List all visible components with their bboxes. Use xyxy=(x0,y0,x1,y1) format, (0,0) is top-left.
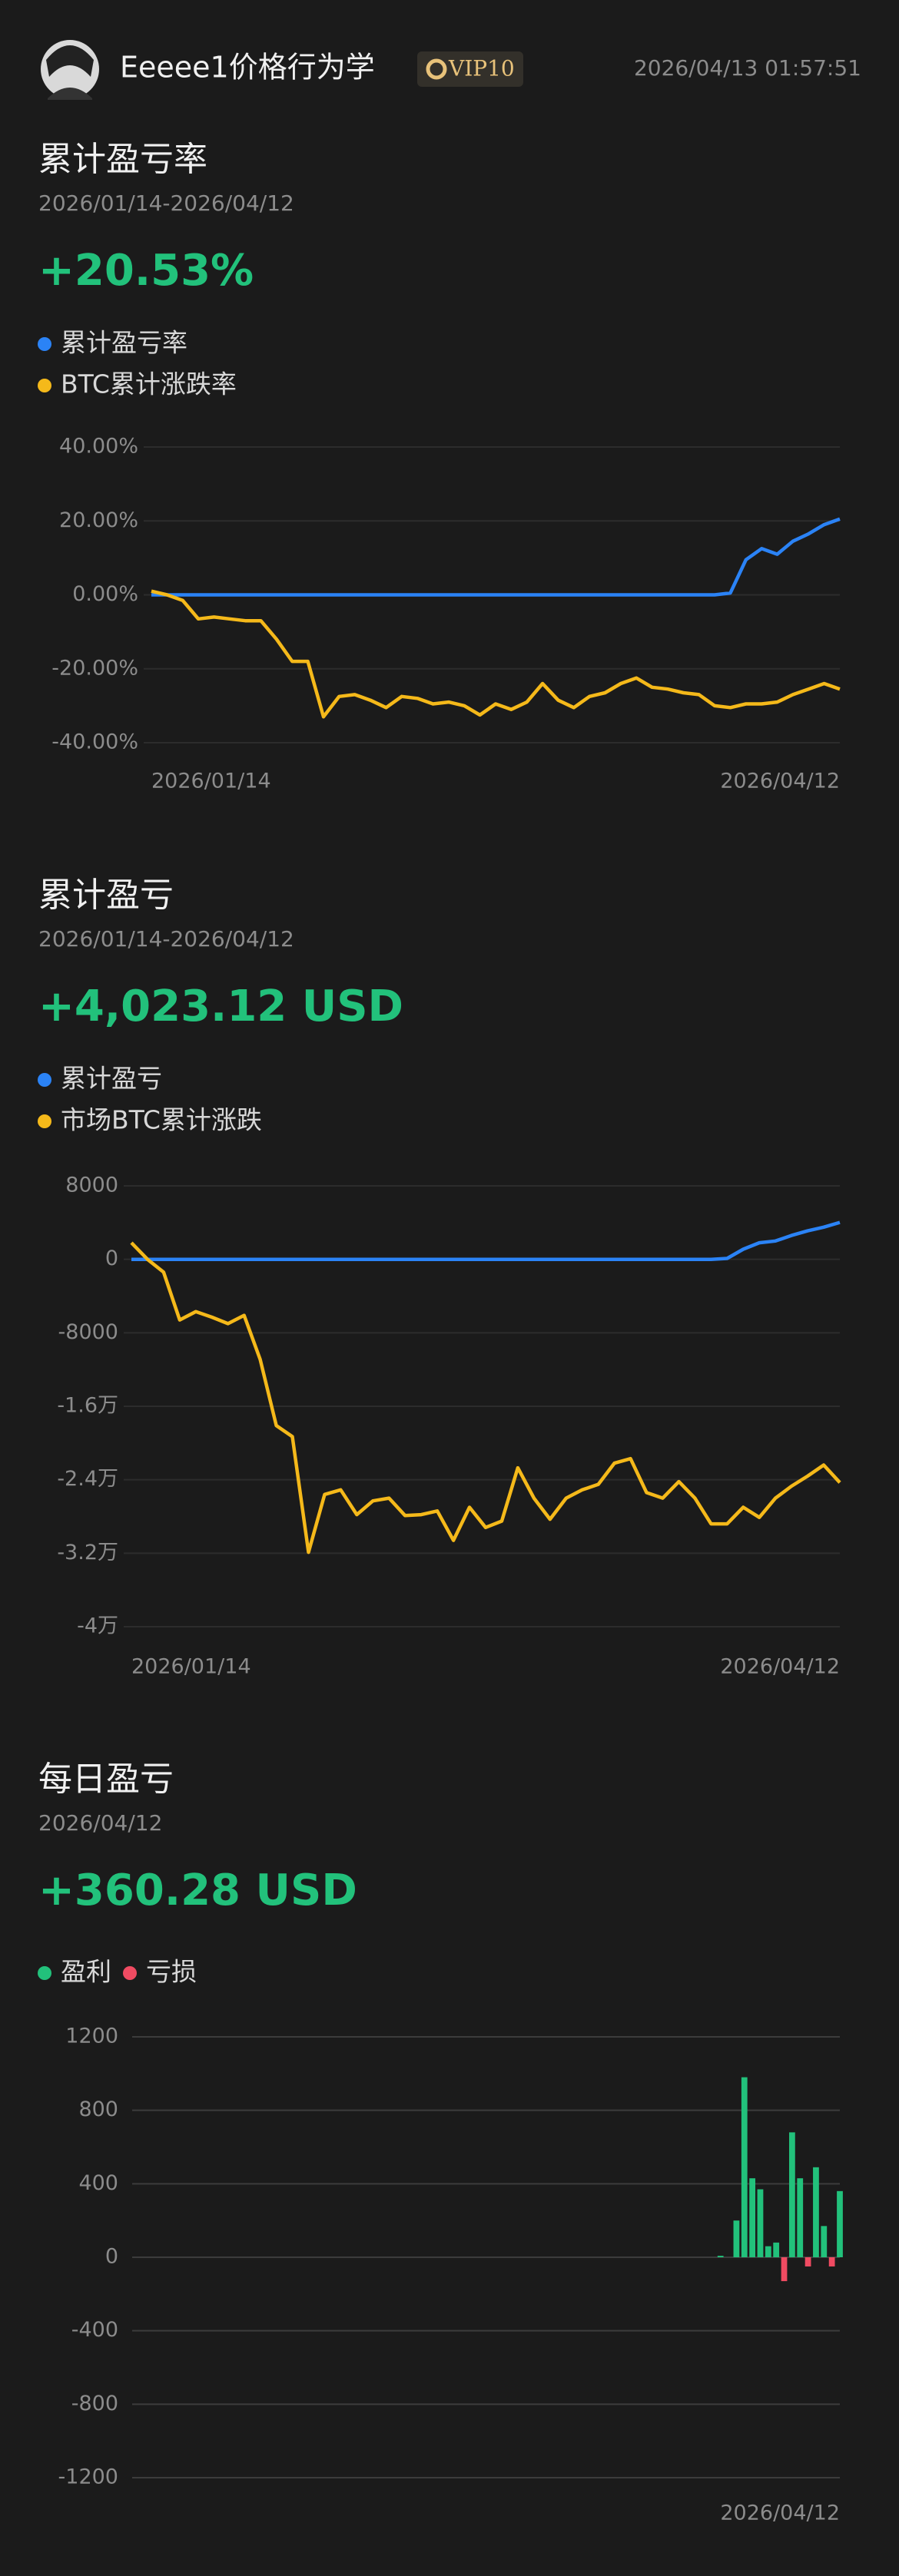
legend-label: BTC累计涨跌率 xyxy=(61,369,237,399)
legend-label: 盈利 xyxy=(61,1957,111,1987)
legend-label: 累计盈亏率 xyxy=(61,328,187,358)
legend-label: 累计盈亏 xyxy=(61,1064,162,1094)
section-title: 累计盈亏 xyxy=(38,876,174,915)
timestamp: 2026/04/13 01:57:51 xyxy=(634,55,861,81)
badge-text: VIP10 xyxy=(448,56,515,81)
legend-label: 亏损 xyxy=(146,1957,197,1987)
legend-dot xyxy=(38,1114,51,1128)
legend-label: 市场BTC累计涨跌 xyxy=(61,1105,262,1135)
y-tick-label: -800 xyxy=(71,2392,118,2415)
x-tick-label: 2026/01/14 xyxy=(151,770,271,793)
y-tick-label: 0 xyxy=(105,2245,118,2269)
line-series xyxy=(131,1220,841,1261)
y-tick-label: -4万 xyxy=(77,1614,118,1638)
y-tick-label: -2.4万 xyxy=(57,1467,118,1491)
y-tick-label: -40.00% xyxy=(51,730,138,754)
y-tick-label: -3.2万 xyxy=(57,1541,118,1564)
y-tick-label: -1.6万 xyxy=(57,1394,118,1418)
bar xyxy=(804,2257,811,2266)
bar xyxy=(781,2257,788,2282)
bar xyxy=(797,2178,804,2257)
section-title: 累计盈亏率 xyxy=(38,140,207,179)
username[interactable]: Eeeee1价格行为学 xyxy=(120,51,375,84)
bar xyxy=(813,2167,819,2257)
bar xyxy=(741,2077,748,2257)
y-tick-label: -20.00% xyxy=(51,656,138,680)
y-tick-label: 40.00% xyxy=(59,435,138,459)
y-tick-label: -1200 xyxy=(58,2465,118,2489)
y-tick-label: 8000 xyxy=(65,1174,118,1197)
x-tick-label: 2026/04/12 xyxy=(720,1655,840,1679)
line-series xyxy=(151,517,841,597)
summary-value: +4,023.12 USD xyxy=(38,982,403,1031)
line-series xyxy=(151,589,841,719)
legend-dot xyxy=(38,1073,51,1087)
date-range: 2026/01/14-2026/04/12 xyxy=(38,926,294,952)
bar xyxy=(789,2132,795,2257)
legend-dot xyxy=(38,1966,51,1980)
avatar-body xyxy=(48,88,92,100)
bar xyxy=(837,2190,843,2257)
x-tick-label: 2026/04/12 xyxy=(720,2502,840,2525)
y-tick-label: 20.00% xyxy=(59,508,138,532)
bar xyxy=(749,2178,756,2257)
badge-icon xyxy=(426,58,447,80)
legend-dot xyxy=(38,337,51,351)
y-tick-label: -8000 xyxy=(58,1320,118,1344)
bar xyxy=(821,2226,828,2257)
x-tick-label: 2026/04/12 xyxy=(720,770,840,793)
date-range: 2026/04/12 xyxy=(38,1810,162,1836)
bar xyxy=(717,2256,724,2257)
badge-bg xyxy=(417,51,523,87)
avatar-hair xyxy=(46,45,94,77)
section-title: 每日盈亏 xyxy=(38,1760,174,1799)
date-range: 2026/01/14-2026/04/12 xyxy=(38,190,294,216)
y-tick-label: 0.00% xyxy=(72,582,138,606)
bar xyxy=(733,2220,740,2257)
summary-value: +20.53% xyxy=(38,246,254,296)
y-tick-label: 800 xyxy=(78,2098,118,2121)
bar xyxy=(773,2242,780,2257)
y-tick-label: 0 xyxy=(105,1247,118,1270)
y-tick-label: -400 xyxy=(71,2318,118,2342)
x-tick-label: 2026/01/14 xyxy=(131,1655,251,1679)
bar xyxy=(757,2189,764,2257)
summary-value: +360.28 USD xyxy=(38,1866,357,1915)
vip-badge: VIP10 xyxy=(417,51,523,87)
line-series xyxy=(130,1241,841,1555)
avatar[interactable] xyxy=(41,40,99,100)
legend-dot xyxy=(123,1966,137,1980)
bar xyxy=(765,2246,771,2257)
bar xyxy=(828,2257,835,2266)
legend-dot xyxy=(38,379,51,392)
y-tick-label: 400 xyxy=(78,2171,118,2195)
y-tick-label: 1200 xyxy=(65,2025,118,2048)
